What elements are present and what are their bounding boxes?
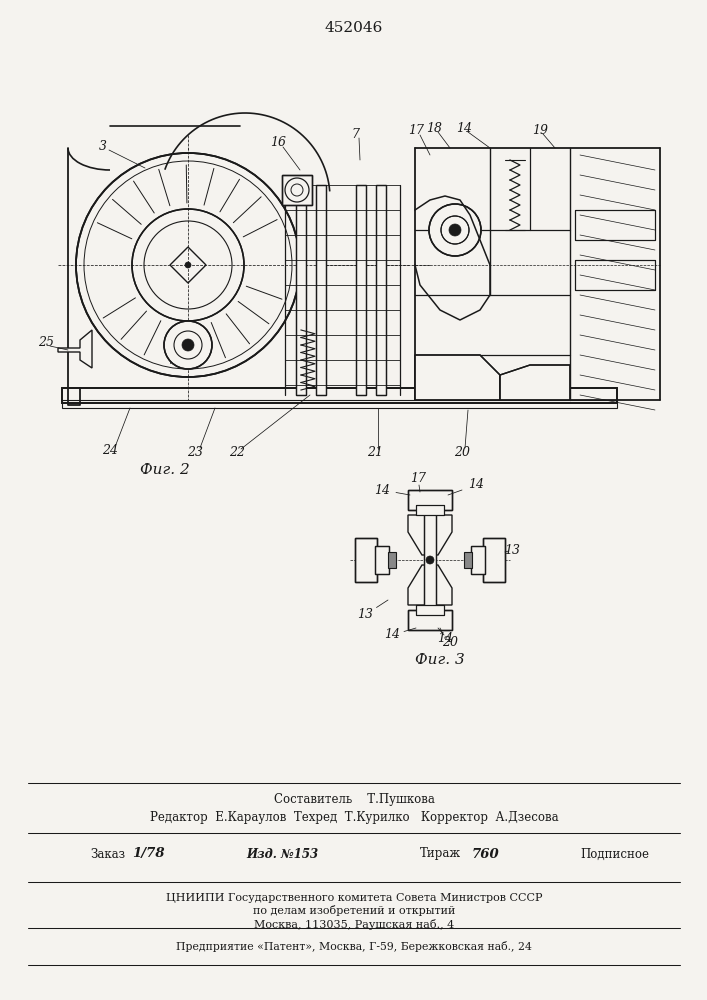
- Text: Заказ: Заказ: [90, 848, 125, 860]
- Text: Фиг. 3: Фиг. 3: [415, 653, 465, 667]
- Text: 20: 20: [442, 636, 458, 648]
- Bar: [575, 210, 655, 240]
- Text: 3: 3: [99, 140, 107, 153]
- Bar: [408, 490, 452, 510]
- Polygon shape: [415, 355, 500, 400]
- Bar: [316, 185, 326, 395]
- Text: Предприятие «Патент», Москва, Г-59, Бережковская наб., 24: Предприятие «Патент», Москва, Г-59, Бере…: [176, 942, 532, 952]
- Text: ЦНИИПИ Государственного комитета Совета Министров СССР: ЦНИИПИ Государственного комитета Совета …: [165, 893, 542, 903]
- Text: Подписное: Подписное: [580, 848, 649, 860]
- Text: Изд. №153: Изд. №153: [246, 848, 318, 860]
- Text: 25: 25: [38, 336, 54, 350]
- Bar: [471, 546, 485, 574]
- Bar: [356, 185, 366, 395]
- Bar: [282, 175, 312, 205]
- Text: 14: 14: [456, 121, 472, 134]
- Bar: [282, 175, 312, 205]
- Bar: [471, 546, 485, 574]
- Bar: [62, 388, 617, 403]
- Text: 14: 14: [384, 629, 400, 642]
- Bar: [376, 185, 386, 395]
- Bar: [483, 538, 505, 582]
- Text: 19: 19: [532, 123, 548, 136]
- Text: 760: 760: [472, 848, 500, 860]
- Bar: [388, 552, 396, 568]
- Bar: [316, 185, 326, 395]
- Bar: [416, 605, 444, 615]
- Text: 14: 14: [468, 479, 484, 491]
- Polygon shape: [408, 565, 452, 605]
- Text: по делам изобретений и открытий: по делам изобретений и открытий: [253, 906, 455, 916]
- Text: 24: 24: [102, 444, 118, 456]
- Circle shape: [132, 209, 244, 321]
- Text: 18: 18: [426, 121, 442, 134]
- Text: 22: 22: [229, 446, 245, 460]
- Text: 14: 14: [374, 484, 390, 496]
- Bar: [296, 185, 306, 395]
- Bar: [62, 388, 617, 403]
- Bar: [424, 510, 436, 610]
- Text: 16: 16: [270, 136, 286, 149]
- Text: 20: 20: [454, 446, 470, 458]
- Bar: [575, 260, 655, 290]
- Text: 7: 7: [351, 128, 359, 141]
- Text: 452046: 452046: [325, 21, 383, 35]
- Bar: [464, 552, 472, 568]
- Text: Тираж: Тираж: [420, 848, 461, 860]
- Bar: [424, 510, 436, 610]
- Text: 1/78: 1/78: [132, 848, 165, 860]
- Bar: [375, 546, 389, 574]
- Text: 13: 13: [504, 544, 520, 556]
- Bar: [408, 490, 452, 510]
- Text: Составитель    Т.Пушкова: Составитель Т.Пушкова: [274, 794, 434, 806]
- Bar: [483, 538, 505, 582]
- Text: 23: 23: [187, 446, 203, 458]
- Bar: [375, 546, 389, 574]
- Text: 13: 13: [357, 608, 373, 621]
- Text: Фиг. 2: Фиг. 2: [140, 463, 190, 477]
- Bar: [356, 185, 366, 395]
- Text: Москва, 113035, Раушская наб., 4: Москва, 113035, Раушская наб., 4: [254, 918, 454, 930]
- Bar: [575, 210, 655, 240]
- Bar: [62, 400, 617, 408]
- Text: Редактор  Е.Караулов  Техред  Т.Курилко   Корректор  А.Дзесова: Редактор Е.Караулов Техред Т.Курилко Кор…: [150, 810, 559, 824]
- Circle shape: [426, 556, 434, 564]
- Circle shape: [164, 321, 212, 369]
- Bar: [376, 185, 386, 395]
- Text: 17: 17: [408, 124, 424, 137]
- Polygon shape: [500, 365, 570, 400]
- Circle shape: [182, 339, 194, 351]
- Bar: [416, 505, 444, 515]
- Bar: [296, 185, 306, 395]
- Polygon shape: [58, 330, 92, 368]
- Text: 21: 21: [367, 446, 383, 460]
- Polygon shape: [170, 247, 206, 283]
- Circle shape: [185, 262, 191, 268]
- Text: 14: 14: [437, 632, 453, 645]
- Bar: [408, 610, 452, 630]
- Bar: [355, 538, 377, 582]
- Bar: [355, 538, 377, 582]
- Bar: [416, 605, 444, 615]
- Text: 17: 17: [410, 472, 426, 485]
- Polygon shape: [408, 515, 452, 555]
- Circle shape: [76, 153, 300, 377]
- Circle shape: [449, 224, 461, 236]
- Circle shape: [441, 216, 469, 244]
- Bar: [416, 505, 444, 515]
- Bar: [408, 610, 452, 630]
- Circle shape: [429, 204, 481, 256]
- Bar: [575, 260, 655, 290]
